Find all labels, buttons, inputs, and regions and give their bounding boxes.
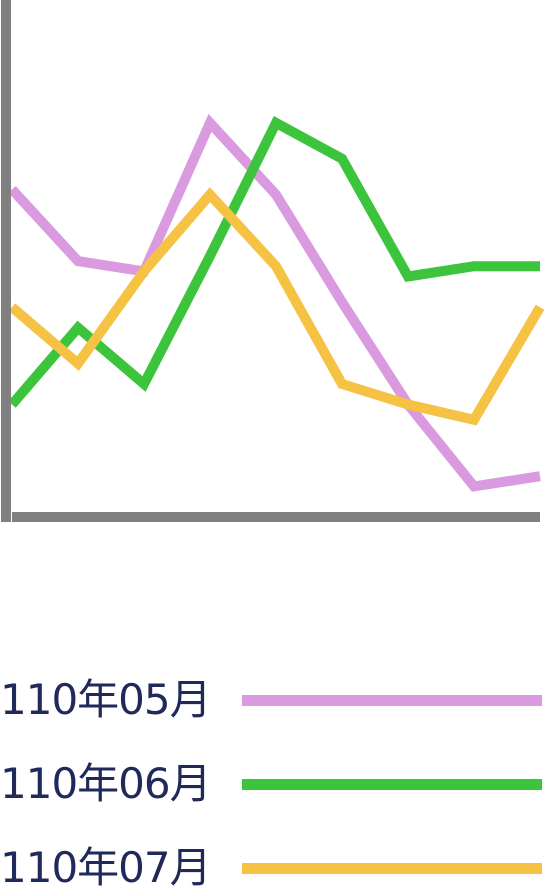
series-line-1 [12, 123, 540, 487]
series-line-3 [12, 195, 540, 420]
legend-swatch-june [242, 779, 542, 790]
legend-swatch-may [242, 695, 542, 706]
legend-item-june: 110年06月 [0, 756, 547, 812]
series-layer [12, 123, 540, 487]
line-chart [0, 0, 547, 540]
legend-label-june: 110年06月 [0, 756, 211, 812]
legend-swatch-july [242, 863, 542, 874]
legend-label-may: 110年05月 [0, 672, 211, 728]
legend-item-may: 110年05月 [0, 672, 547, 728]
